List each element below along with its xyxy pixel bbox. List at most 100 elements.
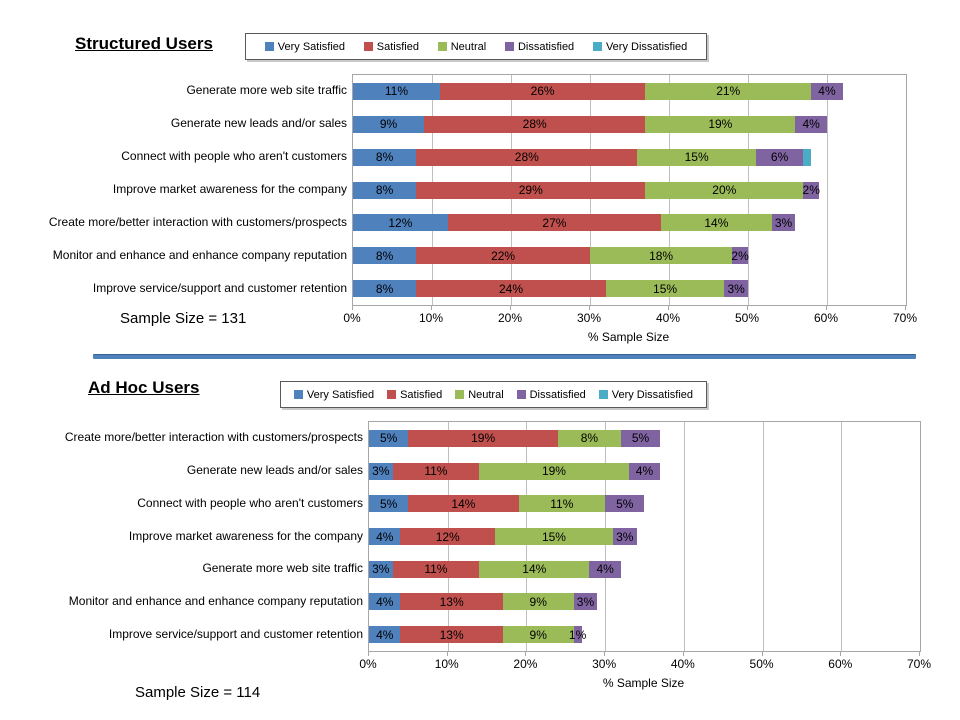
legend-label: Satisfied — [376, 40, 419, 53]
bar-value-label: 24% — [498, 281, 523, 296]
bar-value-label: 19% — [708, 117, 733, 132]
bar-segment-very-satisfied: 8% — [353, 247, 417, 265]
axis-title: % Sample Size — [587, 330, 670, 344]
axis-tick — [604, 651, 606, 656]
axis-tick — [525, 651, 527, 656]
bar-value-label: 18% — [649, 248, 674, 263]
bar-segment-dissatisfied: 2% — [731, 247, 749, 265]
bar-value-label: 9% — [529, 594, 547, 609]
gridline — [827, 75, 828, 305]
bar-value-label: 5% — [380, 431, 398, 446]
axis-tick — [905, 305, 906, 310]
bar-segment-very-satisfied: 12% — [353, 214, 448, 232]
gridline — [762, 422, 764, 651]
bar-value-label: 28% — [522, 117, 547, 132]
bar-value-label: 8% — [375, 248, 394, 263]
bar-segment-dissatisfied: 1% — [569, 626, 586, 644]
bar-value-label: 22% — [491, 248, 516, 263]
bar-value-label: 21% — [716, 84, 741, 99]
bar-row: 11% 26% 21% 4% — [353, 82, 843, 100]
bar-segment-satisfied: 11% — [392, 462, 480, 480]
legend-swatch-icon-neutral — [437, 42, 447, 51]
legend-item-dissatisfied: Dissatisfied — [516, 388, 586, 401]
bar-row: 8% 24% 15% 3% — [353, 280, 748, 298]
bar-value-label: 28% — [514, 150, 539, 165]
bar-value-label: 4% — [596, 562, 614, 577]
bar-segment-satisfied: 28% — [424, 115, 646, 133]
bar-value-label: 11% — [424, 464, 448, 479]
legend-label: Very Dissatisfied — [611, 388, 694, 401]
bar-segment-very-satisfied: 8% — [353, 148, 417, 166]
bar-value-label: 3% — [727, 281, 745, 296]
bar-row: 3% 11% 14% 4% — [369, 560, 621, 578]
axis-tick — [826, 305, 827, 310]
bar-segment-dissatisfied: 2% — [802, 181, 820, 199]
bar-value-label: 26% — [530, 84, 555, 99]
bar-segment-dissatisfied: 3% — [613, 528, 637, 545]
legend-item-dissatisfied: Dissatisfied — [504, 40, 575, 53]
bar-segment-satisfied: 13% — [400, 626, 503, 644]
chart2-sample-size: Sample Size = 114 — [135, 684, 261, 701]
axis-tick — [747, 305, 748, 310]
bar-value-label: 3% — [616, 529, 634, 544]
bar-segment-very-satisfied: 4% — [369, 626, 401, 644]
bar-segment-neutral: 14% — [479, 560, 590, 578]
axis-tick-label: 40% — [655, 311, 681, 325]
bar-row: 5% 19% 8% 5% — [369, 429, 661, 447]
category-label: Create more/better interaction with cust… — [64, 430, 363, 445]
bar-segment-satisfied: 19% — [408, 429, 558, 447]
bar-segment-satisfied: 12% — [400, 528, 495, 545]
bar-row: 3% 11% 19% 4% — [369, 462, 661, 480]
bar-value-label: 8% — [375, 183, 394, 197]
axis-tick — [446, 651, 448, 656]
axis-tick-label: 50% — [734, 311, 760, 325]
legend-item-very-satisfied: Very Satisfied — [293, 388, 375, 401]
bar-segment-neutral: 14% — [661, 214, 772, 232]
bar-segment-satisfied: 26% — [439, 82, 646, 100]
legend-swatch-icon-very-dissatisfied — [598, 390, 608, 399]
bar-value-label: 9% — [379, 117, 398, 132]
bar-segment-very-satisfied: 4% — [369, 528, 401, 545]
legend-item-neutral: Neutral — [437, 41, 486, 53]
bar-segment-satisfied: 24% — [416, 280, 606, 298]
legend-swatch-icon-very-satisfied — [264, 42, 274, 51]
category-label: Generate new leads and/or sales — [170, 116, 347, 131]
bar-value-label: 11% — [424, 562, 448, 577]
bar-row: 4% 13% 9% 1% — [369, 626, 586, 644]
bar-value-label: 13% — [439, 594, 464, 609]
legend-label: Very Satisfied — [306, 388, 375, 401]
category-label: Generate more web site traffic — [202, 561, 363, 576]
legend-item-very-dissatisfied: Very Dissatisfied — [592, 41, 687, 53]
axis-title: % Sample Size — [602, 676, 685, 690]
category-label: Create more/better interaction with cust… — [48, 214, 347, 229]
bar-segment-very-dissatisfied — [803, 148, 812, 166]
bar-segment-dissatisfied: 3% — [724, 280, 748, 298]
bar-segment-neutral: 19% — [645, 115, 796, 133]
category-label: Improve service/support and customer ret… — [108, 626, 363, 641]
bar-segment-satisfied: 14% — [408, 495, 519, 513]
axis-tick-label: 10% — [418, 311, 444, 325]
bar-segment-neutral: 8% — [557, 429, 621, 447]
legend-swatch-icon-dissatisfied — [516, 390, 526, 399]
bar-value-label: 8% — [580, 431, 599, 446]
legend-label: Dissatisfied — [517, 40, 575, 53]
bar-row: 5% 14% 11% 5% — [369, 495, 645, 513]
category-label: Monitor and enhance and enhance company … — [68, 593, 363, 608]
legend-label: Neutral — [468, 388, 504, 401]
chart2-legend: Very Satisfied Satisfied Neutral Dissatisfi… — [280, 381, 707, 408]
bar-segment-neutral: 15% — [494, 528, 613, 545]
bar-segment-neutral: 18% — [589, 247, 733, 265]
category-label: Improve market awareness for the company — [112, 182, 347, 196]
bar-value-label: 15% — [684, 150, 709, 165]
bar-row: 8% 29% 20% 2% — [353, 181, 820, 199]
section-divider — [93, 354, 916, 359]
legend-item-very-dissatisfied: Very Dissatisfied — [598, 388, 694, 401]
bar-value-label: 2% — [802, 183, 820, 197]
axis-tick-label: 30% — [576, 311, 602, 325]
bar-value-label: 3% — [372, 562, 390, 577]
legend-label: Dissatisfied — [529, 388, 586, 401]
bar-segment-very-satisfied: 3% — [369, 560, 393, 578]
bar-value-label: 11% — [550, 496, 574, 511]
category-label: Improve service/support and customer ret… — [92, 280, 347, 295]
bar-value-label: 4% — [376, 594, 394, 609]
